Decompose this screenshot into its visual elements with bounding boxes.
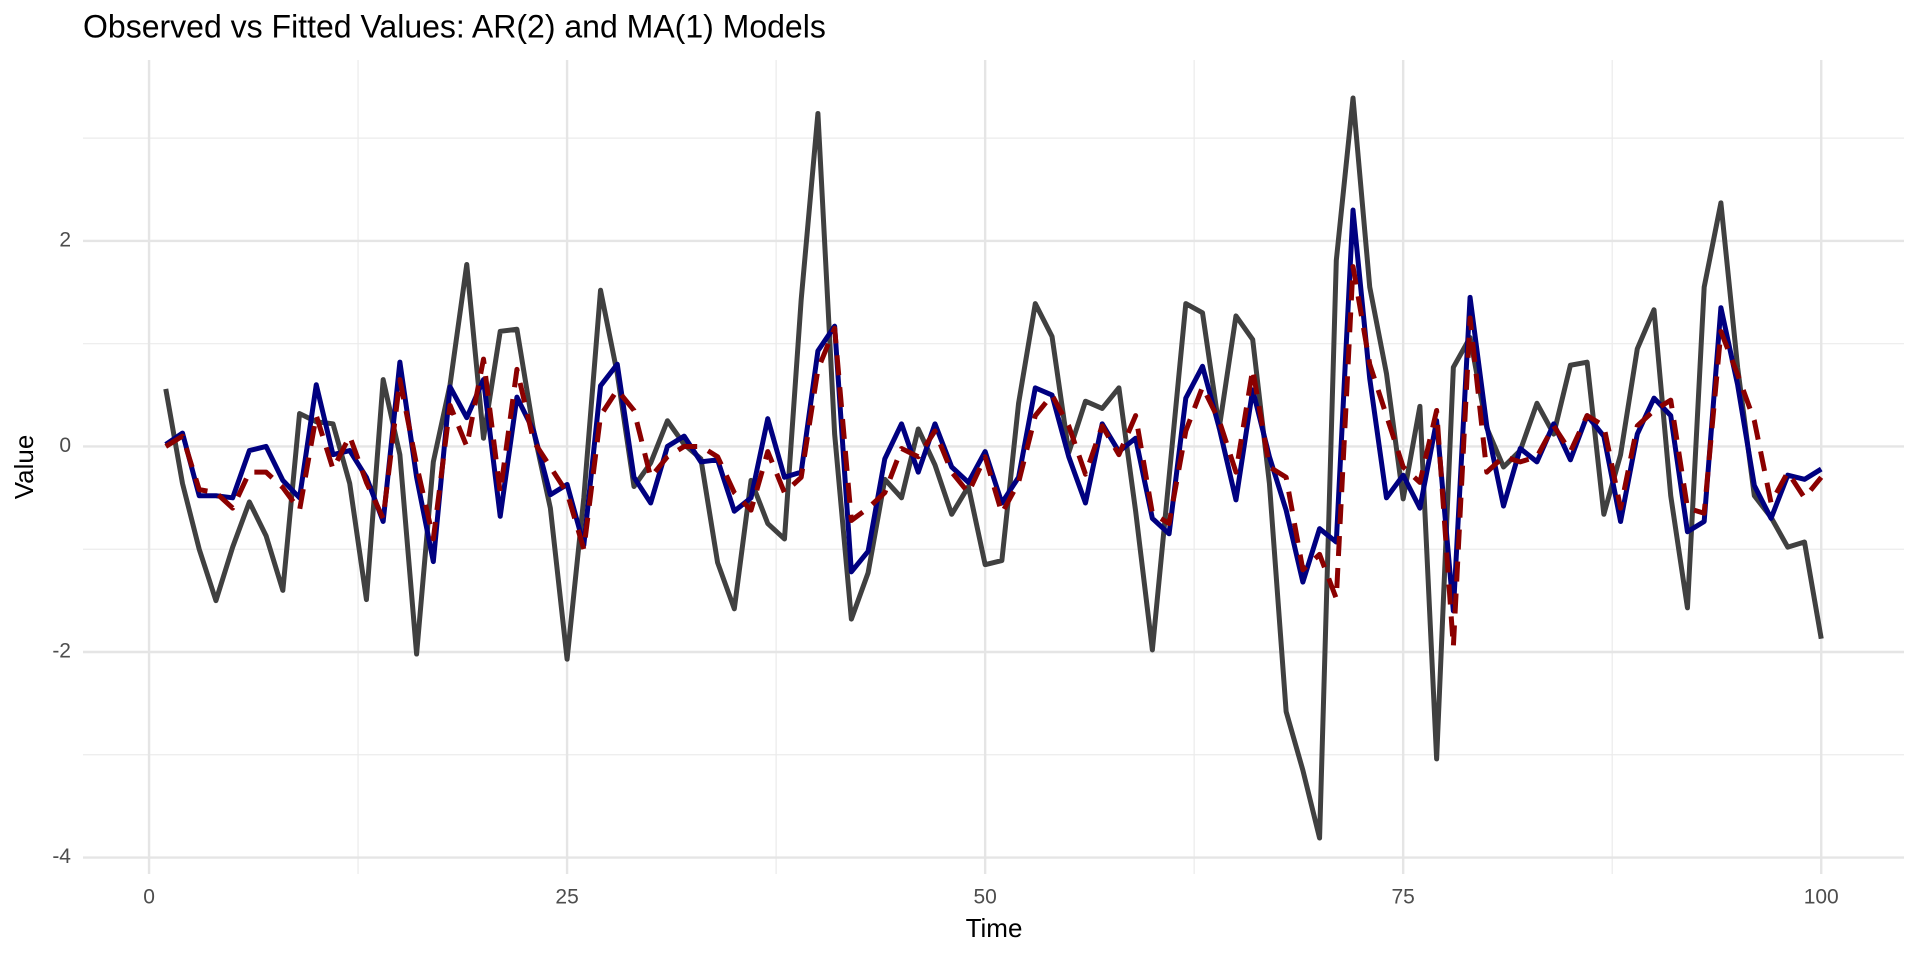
series-line (163, 95, 1824, 841)
chart-title: Observed vs Fitted Values: AR(2) and MA(… (83, 8, 826, 44)
series-line (164, 264, 1824, 650)
x-tick-label: 75 (1392, 886, 1415, 909)
x-axis-title: Time (966, 913, 1023, 943)
y-tick-label: -2 (52, 640, 71, 663)
y-axis-title: Value (9, 435, 39, 500)
series-line (164, 207, 1823, 614)
grid (83, 60, 1904, 874)
x-tick-label: 0 (143, 886, 155, 909)
y-tick-label: 2 (59, 228, 71, 251)
y-tick-label: 0 (59, 434, 71, 457)
x-tick-label: 100 (1804, 886, 1839, 909)
y-tick-label: -4 (52, 845, 71, 868)
x-tick-label: 50 (973, 886, 996, 909)
x-tick-label: 25 (555, 886, 578, 909)
